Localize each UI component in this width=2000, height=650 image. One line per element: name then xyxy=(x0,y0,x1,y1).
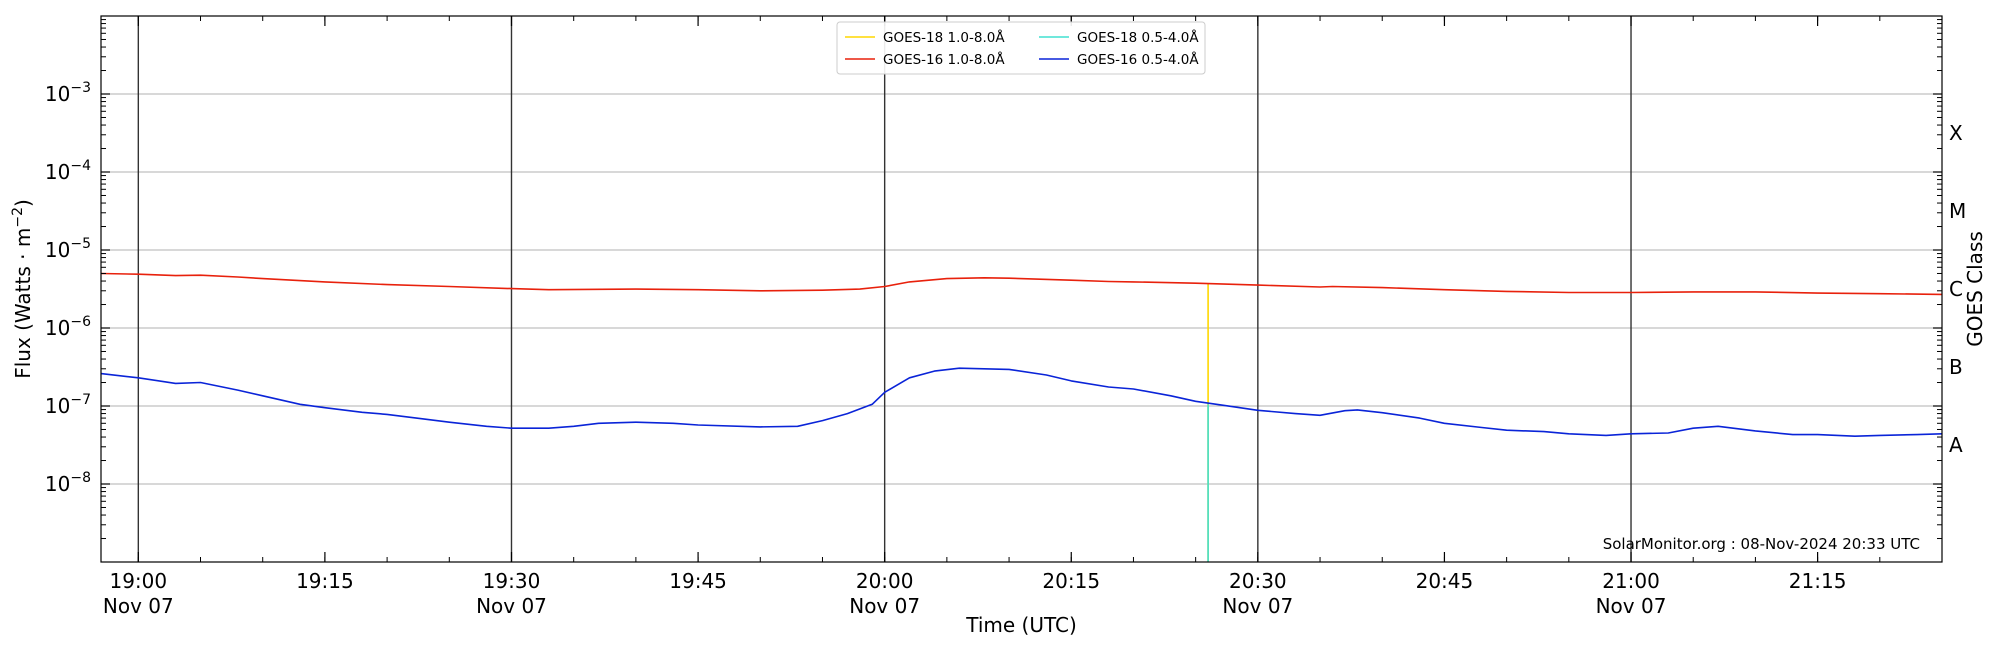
series-line xyxy=(100,272,1943,296)
y-tick-label: 10−6 xyxy=(45,314,91,340)
x-tick-label: 20:15 xyxy=(1042,569,1100,593)
x-tick-label: 19:00 xyxy=(109,569,167,593)
x-tick-date: Nov 07 xyxy=(1596,594,1667,618)
goes-class-label: B xyxy=(1949,355,1963,379)
legend-entry-label: GOES-16 0.5-4.0Å xyxy=(1077,51,1199,68)
y-tick-label: 10−3 xyxy=(45,80,91,106)
x-tick-date: Nov 07 xyxy=(1222,594,1293,618)
y-tick-label: 10−4 xyxy=(45,158,91,184)
x-axis-label: Time (UTC) xyxy=(965,613,1077,637)
x-tick-label: 19:15 xyxy=(296,569,354,593)
x-tick-label: 19:45 xyxy=(669,569,727,593)
legend-entry-label: GOES-18 1.0-8.0Å xyxy=(883,29,1005,46)
goes-class-label: C xyxy=(1949,277,1963,301)
x-tick-label: 19:30 xyxy=(483,569,541,593)
x-tick-label: 21:00 xyxy=(1602,569,1660,593)
y-tick-label: 10−8 xyxy=(45,470,91,496)
x-tick-date: Nov 07 xyxy=(476,594,547,618)
legend-entry-label: GOES-16 1.0-8.0Å xyxy=(883,51,1005,68)
y-axis-label: Flux (Watts · m−2) xyxy=(10,199,35,379)
y-tick-label: 10−5 xyxy=(45,236,91,262)
y-tick-label: 10−7 xyxy=(45,392,91,418)
goes-class-label: X xyxy=(1949,121,1963,145)
goes-class-label: A xyxy=(1949,433,1963,457)
x-tick-label: 21:15 xyxy=(1789,569,1847,593)
x-tick-label: 20:45 xyxy=(1416,569,1474,593)
x-tick-label: 20:30 xyxy=(1229,569,1287,593)
series-line xyxy=(100,367,1943,438)
legend: GOES-18 1.0-8.0Å GOES-16 1.0-8.0Å GOES-18 … xyxy=(836,21,1206,75)
y2-axis-label: GOES Class xyxy=(1963,231,1987,347)
x-tick-date: Nov 07 xyxy=(103,594,174,618)
goes-class-label: M xyxy=(1949,199,1966,223)
grid xyxy=(101,16,1942,562)
legend-box xyxy=(836,21,1206,75)
data-lines xyxy=(100,272,1943,562)
plot-frame xyxy=(100,15,1943,563)
x-tick-date: Nov 07 xyxy=(849,594,920,618)
legend-entry-label: GOES-18 0.5-4.0Å xyxy=(1077,29,1199,46)
watermark-text: SolarMonitor.org : 08-Nov-2024 20:33 UTC xyxy=(1603,535,1920,553)
x-tick-label: 20:00 xyxy=(856,569,914,593)
